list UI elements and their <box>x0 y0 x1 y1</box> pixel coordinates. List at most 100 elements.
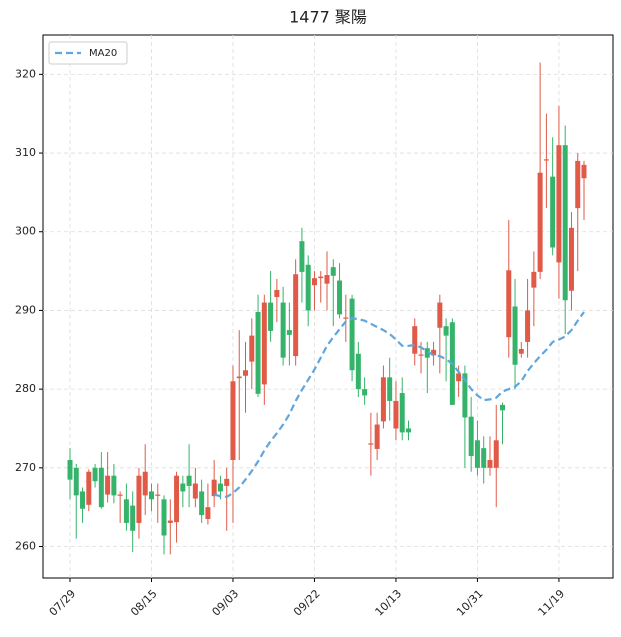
candle-body <box>330 267 336 276</box>
candle-body <box>217 483 223 492</box>
x-tick-label: 09/03 <box>210 587 242 619</box>
x-tick-label: 09/22 <box>291 587 323 619</box>
candle-body <box>349 298 355 371</box>
candle-body <box>412 326 418 354</box>
y-tick-label: 290 <box>15 303 36 316</box>
y-tick-label: 300 <box>15 225 36 238</box>
y-tick-label: 320 <box>15 67 36 80</box>
candle-body <box>199 491 205 516</box>
candle-body <box>343 317 349 319</box>
candle-body <box>192 483 198 499</box>
candle-body <box>493 440 499 468</box>
candle-body <box>525 310 531 342</box>
candle-body <box>575 160 581 209</box>
candle-body <box>531 271 537 288</box>
candle-body <box>80 491 86 509</box>
plot-frame <box>42 34 614 579</box>
candle-body <box>117 494 123 496</box>
candle-body <box>518 348 524 354</box>
candle-body <box>174 475 180 523</box>
candle-body <box>249 335 255 362</box>
candle-body <box>362 389 368 396</box>
candle-body <box>462 373 468 418</box>
candle-body <box>105 475 111 495</box>
candle-body <box>318 276 324 279</box>
candle-body <box>299 241 305 272</box>
chart-title: 1477 聚陽 <box>289 8 367 27</box>
candle-body <box>130 505 136 531</box>
candle-body <box>405 428 411 433</box>
candle-body <box>437 302 443 328</box>
candle-body <box>506 270 512 338</box>
candle-body <box>180 483 186 492</box>
candle-body <box>211 479 217 497</box>
x-tick-label: 11/19 <box>536 587 568 619</box>
candle-body <box>274 289 280 298</box>
y-tick-label: 270 <box>15 461 36 474</box>
candle-body <box>418 354 424 356</box>
candle-body <box>123 499 129 523</box>
candle-body <box>224 478 230 486</box>
candle-body <box>581 164 587 179</box>
candle-body <box>562 145 568 301</box>
candle-body <box>148 491 154 500</box>
candle-body <box>380 377 386 422</box>
x-tick-label: 10/31 <box>454 587 486 619</box>
candle-body <box>111 475 117 496</box>
candle-body <box>261 302 267 385</box>
candle-body <box>268 302 274 331</box>
candle-body <box>186 475 192 486</box>
ma-line <box>213 311 585 499</box>
candle-body <box>136 475 142 523</box>
candle-body <box>73 467 79 496</box>
candle-body <box>280 302 286 358</box>
candle-body <box>293 274 299 357</box>
candle-body <box>550 176 556 248</box>
candle-body <box>393 400 399 429</box>
candle-body <box>86 471 92 505</box>
y-tick-label: 310 <box>15 146 36 159</box>
candle-body <box>387 377 393 401</box>
candle-body <box>481 448 487 468</box>
candle-body <box>167 520 173 523</box>
candle-body <box>537 172 543 272</box>
candle-body <box>374 424 380 449</box>
candle-body <box>337 280 343 315</box>
candle-body <box>543 159 549 161</box>
candle-body <box>161 499 167 536</box>
candle-body <box>324 275 330 284</box>
candle-body <box>468 416 474 457</box>
candle-body <box>236 376 242 379</box>
legend-label: MA20 <box>89 48 117 59</box>
candle-body <box>155 494 161 496</box>
candle-body <box>142 471 148 496</box>
legend-box <box>48 41 128 65</box>
x-tick-label: 10/13 <box>373 587 405 619</box>
candle-body <box>431 349 437 356</box>
candle-body <box>255 312 261 394</box>
candle-body <box>368 443 374 445</box>
candle-body <box>230 381 236 460</box>
candle-body <box>92 467 98 482</box>
candle-body <box>311 278 317 286</box>
candle-body <box>424 348 430 358</box>
candle-body <box>568 227 574 291</box>
candle-body <box>443 326 449 336</box>
candle-body <box>243 370 249 376</box>
y-tick-label: 260 <box>15 540 36 553</box>
x-tick-label: 07/29 <box>47 587 79 619</box>
candle-body <box>456 373 462 382</box>
candle-body <box>512 306 518 365</box>
candle-body <box>487 459 493 468</box>
candle-body <box>67 459 73 480</box>
candle-body <box>556 145 562 263</box>
x-tick-label: 08/15 <box>128 587 160 619</box>
candle-body <box>474 440 480 468</box>
candle-body <box>500 404 506 411</box>
candle-body <box>355 353 361 390</box>
candle-body <box>399 393 405 433</box>
candle-body <box>305 264 311 311</box>
candle-body <box>205 507 211 519</box>
candle-body <box>286 330 292 335</box>
